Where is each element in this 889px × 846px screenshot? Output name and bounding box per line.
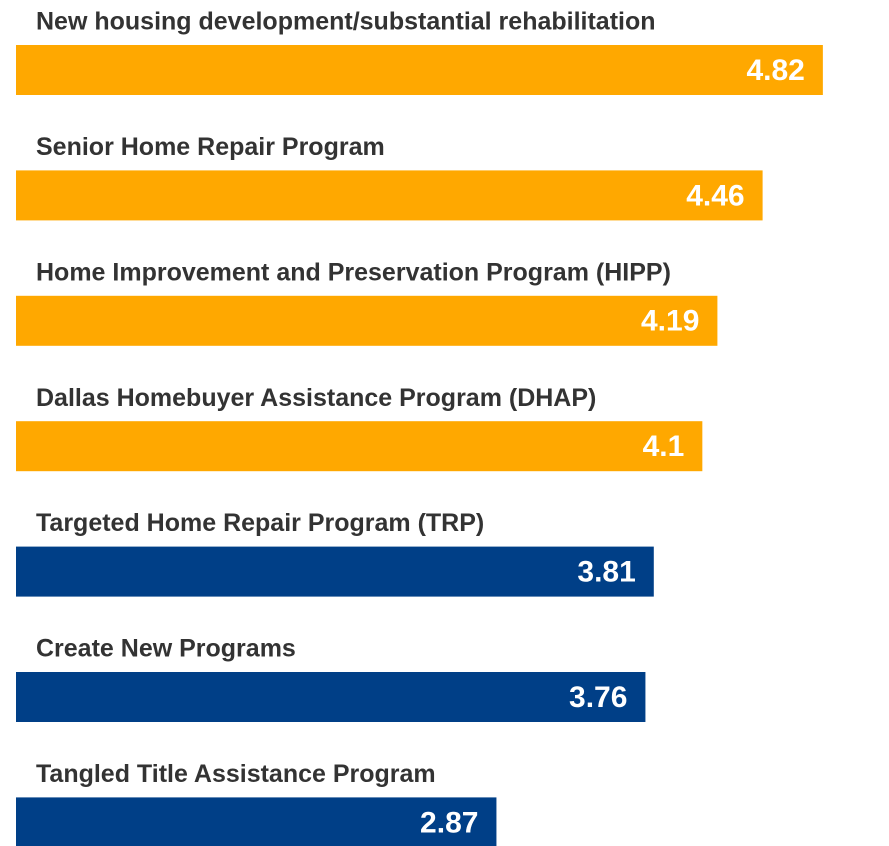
value-label: 4.19 — [641, 305, 699, 338]
bar — [16, 672, 646, 722]
value-label: 2.87 — [420, 806, 478, 839]
bar — [16, 45, 823, 95]
bar — [16, 546, 654, 597]
value-label: 4.1 — [643, 430, 685, 463]
bar — [16, 170, 763, 221]
bar — [16, 295, 718, 346]
value-label: 3.76 — [569, 681, 627, 714]
value-label: 4.82 — [746, 54, 804, 87]
value-label: 3.81 — [577, 556, 635, 589]
category-label: Home Improvement and Preservation Progra… — [36, 258, 671, 286]
category-label: Dallas Homebuyer Assistance Program (DHA… — [36, 384, 596, 412]
category-label: Tangled Title Assistance Program — [36, 760, 436, 788]
value-label: 4.46 — [686, 179, 744, 212]
category-label: New housing development/substantial reha… — [36, 8, 656, 36]
category-label: Senior Home Repair Program — [36, 133, 385, 161]
category-label: Targeted Home Repair Program (TRP) — [36, 509, 484, 537]
bar — [16, 421, 703, 472]
bar — [16, 797, 497, 846]
category-label: Create New Programs — [36, 635, 296, 663]
